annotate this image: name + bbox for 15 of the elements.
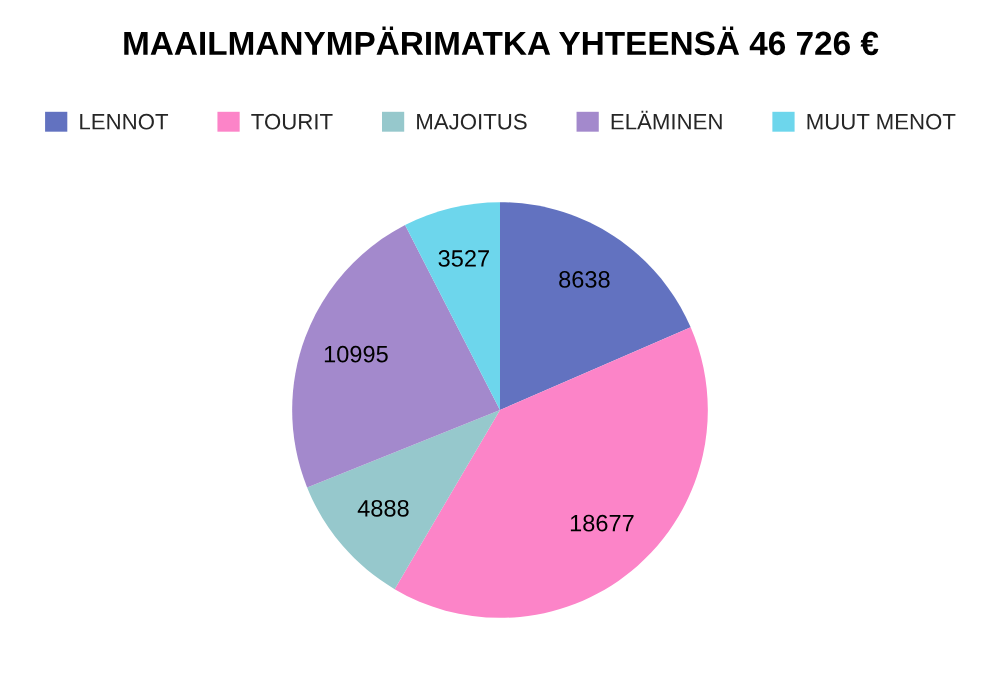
legend-label: MUUT MENOT	[807, 113, 956, 130]
legend-label: ELÄMINEN	[611, 110, 722, 130]
data-label: 4888	[357, 499, 409, 517]
data-label: 8638	[559, 271, 610, 288]
pie-slice	[405, 202, 500, 410]
data-label: 18677	[570, 514, 634, 532]
legend-label: MAJOITUS	[417, 113, 527, 130]
data-label: 3527	[438, 250, 489, 267]
pie-slice	[500, 202, 691, 410]
pie-slice	[292, 225, 500, 488]
data-label: 10995	[324, 345, 388, 363]
chart-title: MAAILMANYMPÄRIMATKA YHTEENSÄ 46 726 €	[124, 26, 879, 56]
legend-label: TOURIT	[251, 113, 333, 130]
legend-label: LENNOT	[80, 113, 169, 130]
pie-slice	[307, 410, 500, 590]
